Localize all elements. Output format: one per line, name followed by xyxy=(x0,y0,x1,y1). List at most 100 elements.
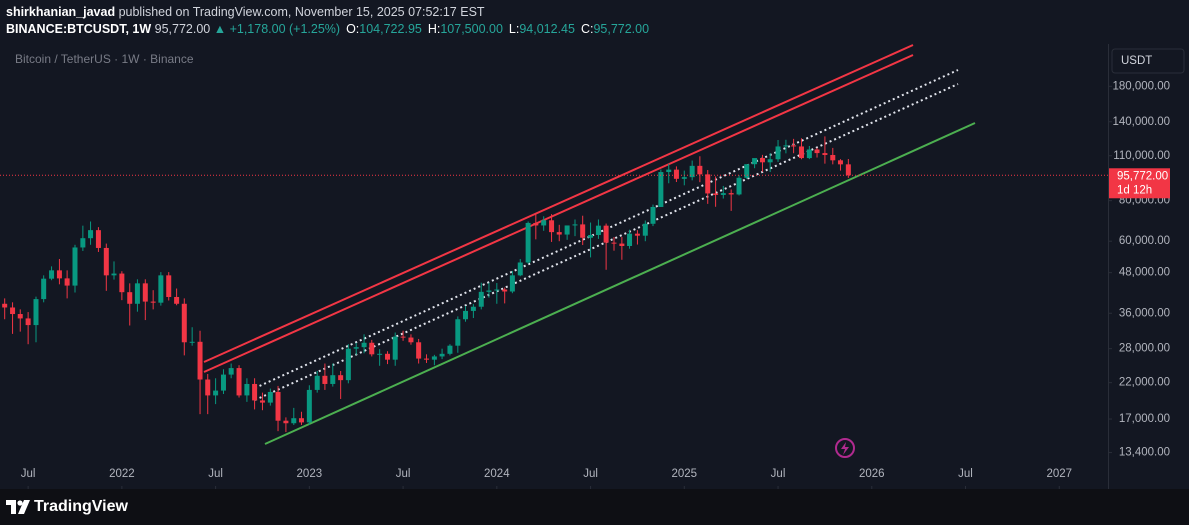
candle-body xyxy=(478,291,484,307)
candle-body xyxy=(619,243,625,246)
candle-body xyxy=(2,303,8,308)
plot-area xyxy=(0,44,1108,489)
change: ▲ +1,178.00 (+1.25%) xyxy=(213,22,341,36)
y-tick-label: 36,000.00 xyxy=(1119,307,1170,319)
y-tick-label: 17,000.00 xyxy=(1119,413,1170,425)
candle-body xyxy=(447,345,453,354)
candle-body xyxy=(424,358,430,360)
price-tag xyxy=(1109,168,1170,199)
x-tick-label: 2023 xyxy=(297,468,323,480)
publish-info: published on TradingView.com, November 1… xyxy=(118,5,485,19)
candle-body xyxy=(306,389,312,423)
footer: TradingView xyxy=(0,489,1189,525)
candle-body xyxy=(658,172,664,207)
candle-body xyxy=(509,275,515,292)
candle-body xyxy=(830,154,836,161)
candle-body xyxy=(642,223,648,236)
candle-body xyxy=(470,306,476,311)
y-tick-label: 60,000.00 xyxy=(1119,235,1170,247)
candle-body xyxy=(767,159,773,163)
candle-body xyxy=(783,145,789,147)
x-tick-label: Jul xyxy=(583,468,598,480)
y-tick-label: 140,000.00 xyxy=(1112,116,1170,128)
logo xyxy=(6,500,30,514)
candle-body xyxy=(267,391,273,403)
candle-body xyxy=(791,145,797,147)
x-tick-label: 2022 xyxy=(109,468,135,480)
candle-body xyxy=(283,420,289,424)
candle-body xyxy=(775,146,781,160)
x-tick-label: Jul xyxy=(208,468,223,480)
candle-body xyxy=(95,230,101,248)
candle-body xyxy=(158,275,164,303)
candle-body xyxy=(650,206,656,224)
ticker-line: BINANCE:BTCUSDT, 1W 95,772.00 ▲ +1,178.0… xyxy=(6,22,649,36)
ohlc-label: C: xyxy=(580,22,594,36)
candle-body xyxy=(111,273,117,276)
candle-body xyxy=(244,383,250,396)
event-icon[interactable] xyxy=(835,438,855,458)
candle-body xyxy=(822,153,828,155)
candle-body xyxy=(837,160,843,165)
candle-body xyxy=(549,220,555,233)
x-tick-label: 2026 xyxy=(859,468,885,480)
candle-body xyxy=(205,379,211,396)
candle-body xyxy=(728,193,734,195)
candle-body xyxy=(595,225,601,236)
y-tick-label: 110,000.00 xyxy=(1113,150,1170,162)
x-tick-label: Jul xyxy=(396,468,411,480)
candle-body xyxy=(236,368,242,396)
candle-body xyxy=(369,342,375,355)
x-tick-label: Jul xyxy=(958,468,973,480)
candle-body xyxy=(486,290,492,292)
currency-button[interactable] xyxy=(1111,48,1185,74)
price-tag-label: 95,772.00 xyxy=(1117,170,1168,182)
candle-body xyxy=(517,262,523,276)
brand: TradingView xyxy=(34,498,128,515)
candle-body xyxy=(134,283,140,304)
candle-body xyxy=(681,177,687,179)
candle-body xyxy=(228,368,234,375)
candle-body xyxy=(88,230,94,239)
channel-line xyxy=(203,54,914,373)
candle-body xyxy=(80,238,86,248)
ohlc-value: 95,772.00 xyxy=(593,22,650,36)
countdown: 1d 12h xyxy=(1117,184,1152,196)
candle-body xyxy=(689,165,695,178)
candle-body xyxy=(322,375,328,384)
candle-body xyxy=(720,193,726,195)
ohlc-value: 94,012.45 xyxy=(519,22,575,36)
candle-body xyxy=(17,314,23,319)
candle-body xyxy=(697,165,703,175)
x-tick-label: 2025 xyxy=(672,468,698,480)
candle-body xyxy=(556,232,562,235)
candle-body xyxy=(541,220,547,226)
candle-body xyxy=(814,149,820,154)
candle-body xyxy=(400,336,406,338)
candle-body xyxy=(338,375,344,381)
candle-body xyxy=(119,273,125,293)
candle-body xyxy=(361,342,367,348)
candle-body xyxy=(275,391,281,421)
event-icon-bolt xyxy=(841,442,849,455)
y-tick-label: 22,000.00 xyxy=(1119,377,1170,389)
candle-body xyxy=(41,278,47,300)
y-tick-label: 28,000.00 xyxy=(1119,343,1170,355)
candle-body xyxy=(845,164,851,176)
candle-body xyxy=(525,222,531,263)
candle-body xyxy=(127,292,133,304)
candle-body xyxy=(181,303,187,343)
candle-body xyxy=(673,169,679,179)
x-tick-label: Jul xyxy=(771,468,786,480)
candle-body xyxy=(49,270,55,279)
candle-body xyxy=(759,158,765,163)
support-line xyxy=(264,122,976,445)
candle-body xyxy=(220,374,226,391)
candle-body xyxy=(494,289,500,291)
candle-body xyxy=(10,307,16,315)
candle-body xyxy=(330,375,336,384)
candle-body xyxy=(385,353,391,360)
candle-body xyxy=(713,193,719,195)
candle-body xyxy=(314,375,320,390)
